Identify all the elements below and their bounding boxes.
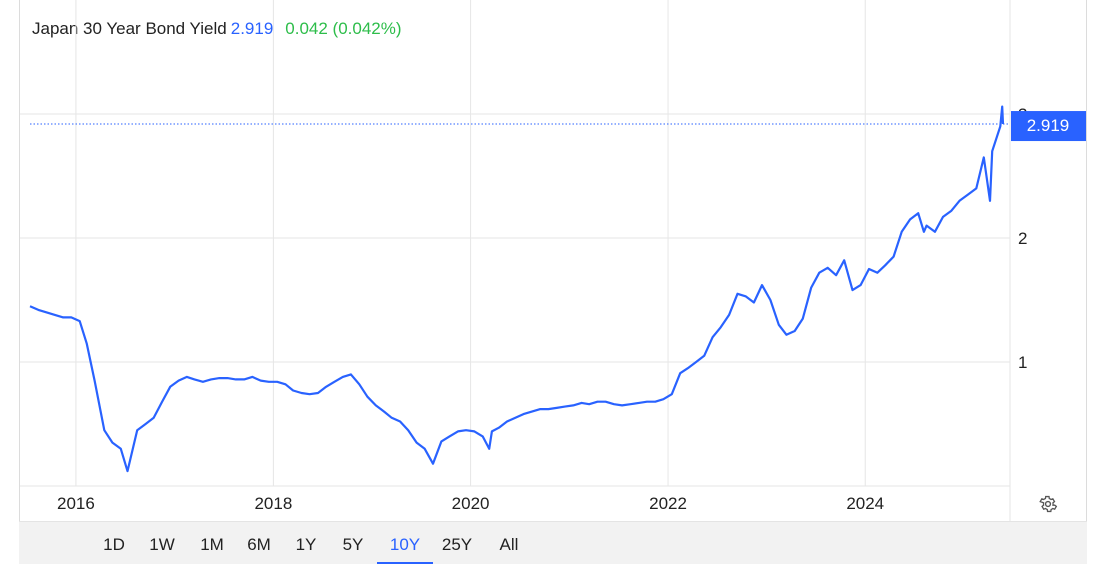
period-button-5y[interactable]: 5Y (337, 522, 369, 564)
y-tick-label: 2 (1018, 229, 1027, 248)
x-tick-label: 2018 (254, 494, 292, 513)
period-button-all[interactable]: All (491, 522, 527, 564)
x-tick-label: 2016 (57, 494, 95, 513)
gear-icon[interactable] (1037, 493, 1059, 515)
period-button-1m[interactable]: 1M (194, 522, 230, 564)
chart-plot[interactable]: 20162018202020222024123 2.919 (0, 0, 1105, 521)
period-selector: 1D 1W 1M 6M 1Y 5Y 10Y 25Y All (19, 521, 1087, 564)
period-button-6m[interactable]: 6M (241, 522, 277, 564)
period-button-1w[interactable]: 1W (144, 522, 180, 564)
series-line (30, 107, 1003, 472)
x-tick-label: 2024 (846, 494, 884, 513)
last-price-tag: 2.919 (1011, 111, 1086, 141)
chart-grid (20, 0, 1010, 521)
y-tick-label: 1 (1018, 353, 1027, 372)
x-tick-label: 2022 (649, 494, 687, 513)
x-tick-label: 2020 (452, 494, 490, 513)
period-button-10y[interactable]: 10Y (377, 522, 433, 564)
period-button-1y[interactable]: 1Y (291, 522, 321, 564)
period-button-1d[interactable]: 1D (99, 522, 129, 564)
period-button-25y[interactable]: 25Y (435, 522, 479, 564)
last-price-label: 2.919 (1027, 116, 1070, 135)
chart-axes: 20162018202020222024123 (57, 105, 1027, 513)
